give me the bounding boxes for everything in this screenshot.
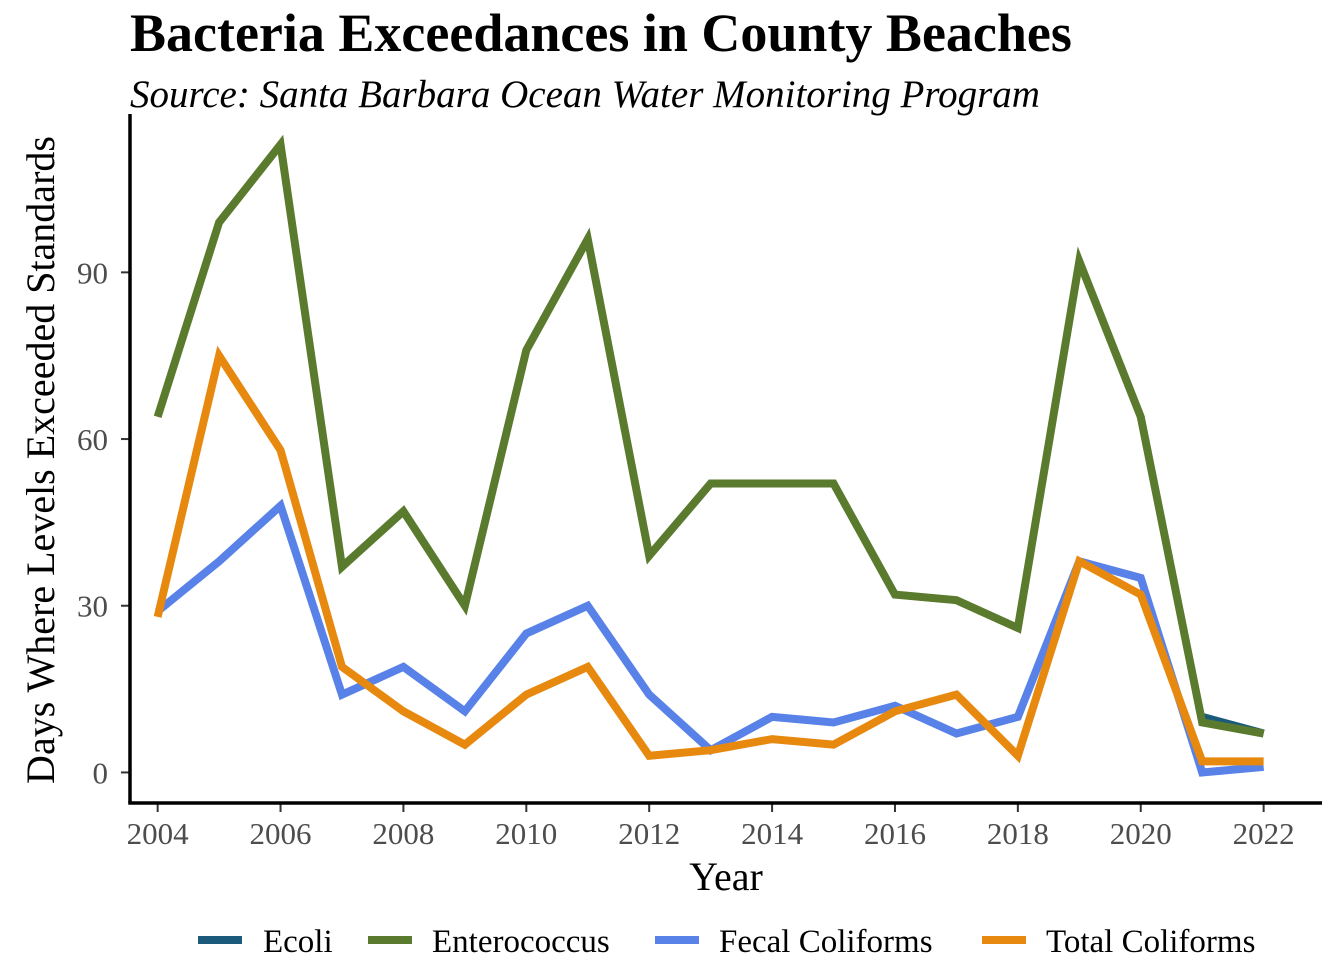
legend: Ecoli Enterococcus Fecal Coliforms Total Co… [198,924,1255,960]
x-tick-label: 2018 [987,816,1049,851]
x-tick-label: 2014 [741,816,804,851]
y-tick-label: 30 [77,589,108,624]
legend-label-total-coliforms: Total Coliforms [1046,924,1255,960]
x-tick-label: 2008 [372,816,434,851]
legend-label-fecal-coliforms: Fecal Coliforms [719,924,933,960]
x-tick-label: 2016 [864,816,926,851]
legend-label-ecoli: Ecoli [263,924,333,960]
x-tick-label: 2006 [250,816,312,851]
x-axis-ticks: 2004 2006 2008 2010 2012 2014 2016 2018 2020 2022 [127,803,1295,851]
x-axis-title: Year [689,854,763,899]
y-tick-label: 90 [77,255,108,290]
chart-title: Bacteria Exceedances in County Beaches [130,3,1072,63]
chart-subtitle: Source: Santa Barbara Ocean Water Monito… [130,73,1040,116]
series-line-fecal-coliforms [155,498,1264,777]
series-line-total-coliforms [153,345,1264,766]
legend-label-enterococcus: Enterococcus [432,924,610,960]
x-tick-label: 2004 [127,816,190,851]
series-line-enterococcus [153,134,1265,738]
x-tick-label: 2010 [495,816,557,851]
y-axis-title: Days Where Levels Exceeded Standards [18,136,63,784]
x-tick-label: 2022 [1233,816,1295,851]
x-tick-label: 2020 [1110,816,1172,851]
y-axis-ticks: 0 30 60 90 [77,255,130,790]
y-tick-label: 60 [77,422,108,457]
y-tick-label: 0 [93,755,109,790]
series-lines [153,134,1265,777]
x-tick-label: 2012 [618,816,680,851]
